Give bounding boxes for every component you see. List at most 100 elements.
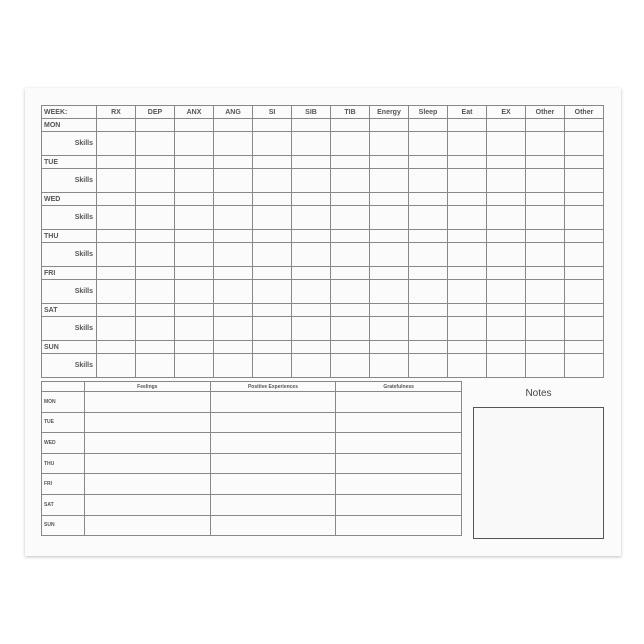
tracker-cell[interactable] bbox=[174, 340, 214, 354]
tracker-cell[interactable] bbox=[525, 266, 565, 280]
skills-cell[interactable] bbox=[291, 205, 331, 230]
journal-cell[interactable] bbox=[84, 432, 211, 454]
skills-cell[interactable] bbox=[525, 131, 565, 156]
tracker-cell[interactable] bbox=[486, 229, 526, 243]
skills-cell[interactable] bbox=[213, 279, 253, 304]
skills-cell[interactable] bbox=[486, 242, 526, 267]
journal-cell[interactable] bbox=[209, 391, 337, 413]
journal-cell[interactable] bbox=[209, 473, 337, 495]
skills-cell[interactable] bbox=[291, 353, 331, 378]
skills-cell[interactable] bbox=[252, 168, 292, 193]
tracker-cell[interactable] bbox=[174, 155, 214, 169]
tracker-cell[interactable] bbox=[447, 155, 487, 169]
skills-cell[interactable] bbox=[252, 205, 292, 230]
tracker-cell[interactable] bbox=[96, 118, 136, 132]
tracker-cell[interactable] bbox=[213, 118, 253, 132]
tracker-cell[interactable] bbox=[525, 118, 565, 132]
skills-cell[interactable] bbox=[408, 168, 448, 193]
skills-cell[interactable] bbox=[252, 316, 292, 341]
skills-cell[interactable] bbox=[447, 168, 487, 193]
skills-cell[interactable] bbox=[174, 168, 214, 193]
skills-cell[interactable] bbox=[291, 131, 331, 156]
skills-cell[interactable] bbox=[369, 242, 409, 267]
skills-cell[interactable] bbox=[447, 353, 487, 378]
skills-cell[interactable] bbox=[96, 205, 136, 230]
tracker-cell[interactable] bbox=[447, 340, 487, 354]
skills-cell[interactable] bbox=[408, 353, 448, 378]
tracker-cell[interactable] bbox=[213, 303, 253, 317]
journal-cell[interactable] bbox=[209, 452, 337, 475]
skills-cell[interactable] bbox=[174, 242, 214, 267]
skills-cell[interactable] bbox=[369, 353, 409, 378]
tracker-cell[interactable] bbox=[525, 340, 565, 354]
tracker-cell[interactable] bbox=[486, 192, 526, 206]
tracker-cell[interactable] bbox=[291, 340, 331, 354]
skills-cell[interactable] bbox=[330, 168, 370, 193]
tracker-cell[interactable] bbox=[330, 229, 370, 243]
tracker-cell[interactable] bbox=[213, 229, 253, 243]
skills-cell[interactable] bbox=[486, 316, 526, 341]
skills-cell[interactable] bbox=[174, 316, 214, 341]
tracker-cell[interactable] bbox=[291, 303, 331, 317]
tracker-cell[interactable] bbox=[486, 118, 526, 132]
tracker-cell[interactable] bbox=[564, 118, 604, 132]
journal-cell[interactable] bbox=[209, 432, 337, 454]
tracker-cell[interactable] bbox=[408, 266, 448, 280]
tracker-cell[interactable] bbox=[525, 303, 565, 317]
tracker-cell[interactable] bbox=[369, 118, 409, 132]
journal-cell[interactable] bbox=[335, 514, 462, 537]
journal-cell[interactable] bbox=[209, 514, 337, 537]
skills-cell[interactable] bbox=[564, 131, 604, 156]
tracker-cell[interactable] bbox=[174, 118, 214, 132]
skills-cell[interactable] bbox=[135, 205, 175, 230]
notes-box[interactable] bbox=[473, 407, 604, 539]
journal-cell[interactable] bbox=[84, 473, 211, 495]
tracker-cell[interactable] bbox=[252, 303, 292, 317]
skills-cell[interactable] bbox=[96, 131, 136, 156]
skills-cell[interactable] bbox=[408, 205, 448, 230]
skills-cell[interactable] bbox=[369, 168, 409, 193]
tracker-cell[interactable] bbox=[135, 155, 175, 169]
tracker-cell[interactable] bbox=[564, 229, 604, 243]
skills-cell[interactable] bbox=[330, 242, 370, 267]
tracker-cell[interactable] bbox=[486, 155, 526, 169]
tracker-cell[interactable] bbox=[330, 340, 370, 354]
journal-cell[interactable] bbox=[84, 391, 211, 413]
tracker-cell[interactable] bbox=[135, 118, 175, 132]
tracker-cell[interactable] bbox=[96, 192, 136, 206]
tracker-cell[interactable] bbox=[408, 229, 448, 243]
tracker-cell[interactable] bbox=[252, 340, 292, 354]
skills-cell[interactable] bbox=[252, 279, 292, 304]
skills-cell[interactable] bbox=[564, 168, 604, 193]
skills-cell[interactable] bbox=[135, 242, 175, 267]
tracker-cell[interactable] bbox=[174, 266, 214, 280]
skills-cell[interactable] bbox=[135, 279, 175, 304]
tracker-cell[interactable] bbox=[369, 155, 409, 169]
skills-cell[interactable] bbox=[564, 279, 604, 304]
skills-cell[interactable] bbox=[369, 316, 409, 341]
skills-cell[interactable] bbox=[525, 242, 565, 267]
tracker-cell[interactable] bbox=[135, 229, 175, 243]
skills-cell[interactable] bbox=[447, 131, 487, 156]
tracker-cell[interactable] bbox=[330, 192, 370, 206]
tracker-cell[interactable] bbox=[330, 155, 370, 169]
skills-cell[interactable] bbox=[135, 316, 175, 341]
skills-cell[interactable] bbox=[330, 353, 370, 378]
tracker-cell[interactable] bbox=[135, 340, 175, 354]
skills-cell[interactable] bbox=[291, 279, 331, 304]
skills-cell[interactable] bbox=[564, 205, 604, 230]
tracker-cell[interactable] bbox=[447, 303, 487, 317]
tracker-cell[interactable] bbox=[252, 266, 292, 280]
tracker-cell[interactable] bbox=[564, 340, 604, 354]
tracker-cell[interactable] bbox=[135, 303, 175, 317]
tracker-cell[interactable] bbox=[291, 192, 331, 206]
skills-cell[interactable] bbox=[213, 131, 253, 156]
tracker-cell[interactable] bbox=[525, 155, 565, 169]
skills-cell[interactable] bbox=[174, 279, 214, 304]
tracker-cell[interactable] bbox=[252, 229, 292, 243]
tracker-cell[interactable] bbox=[447, 192, 487, 206]
journal-cell[interactable] bbox=[335, 452, 462, 475]
skills-cell[interactable] bbox=[525, 316, 565, 341]
skills-cell[interactable] bbox=[96, 279, 136, 304]
skills-cell[interactable] bbox=[486, 205, 526, 230]
